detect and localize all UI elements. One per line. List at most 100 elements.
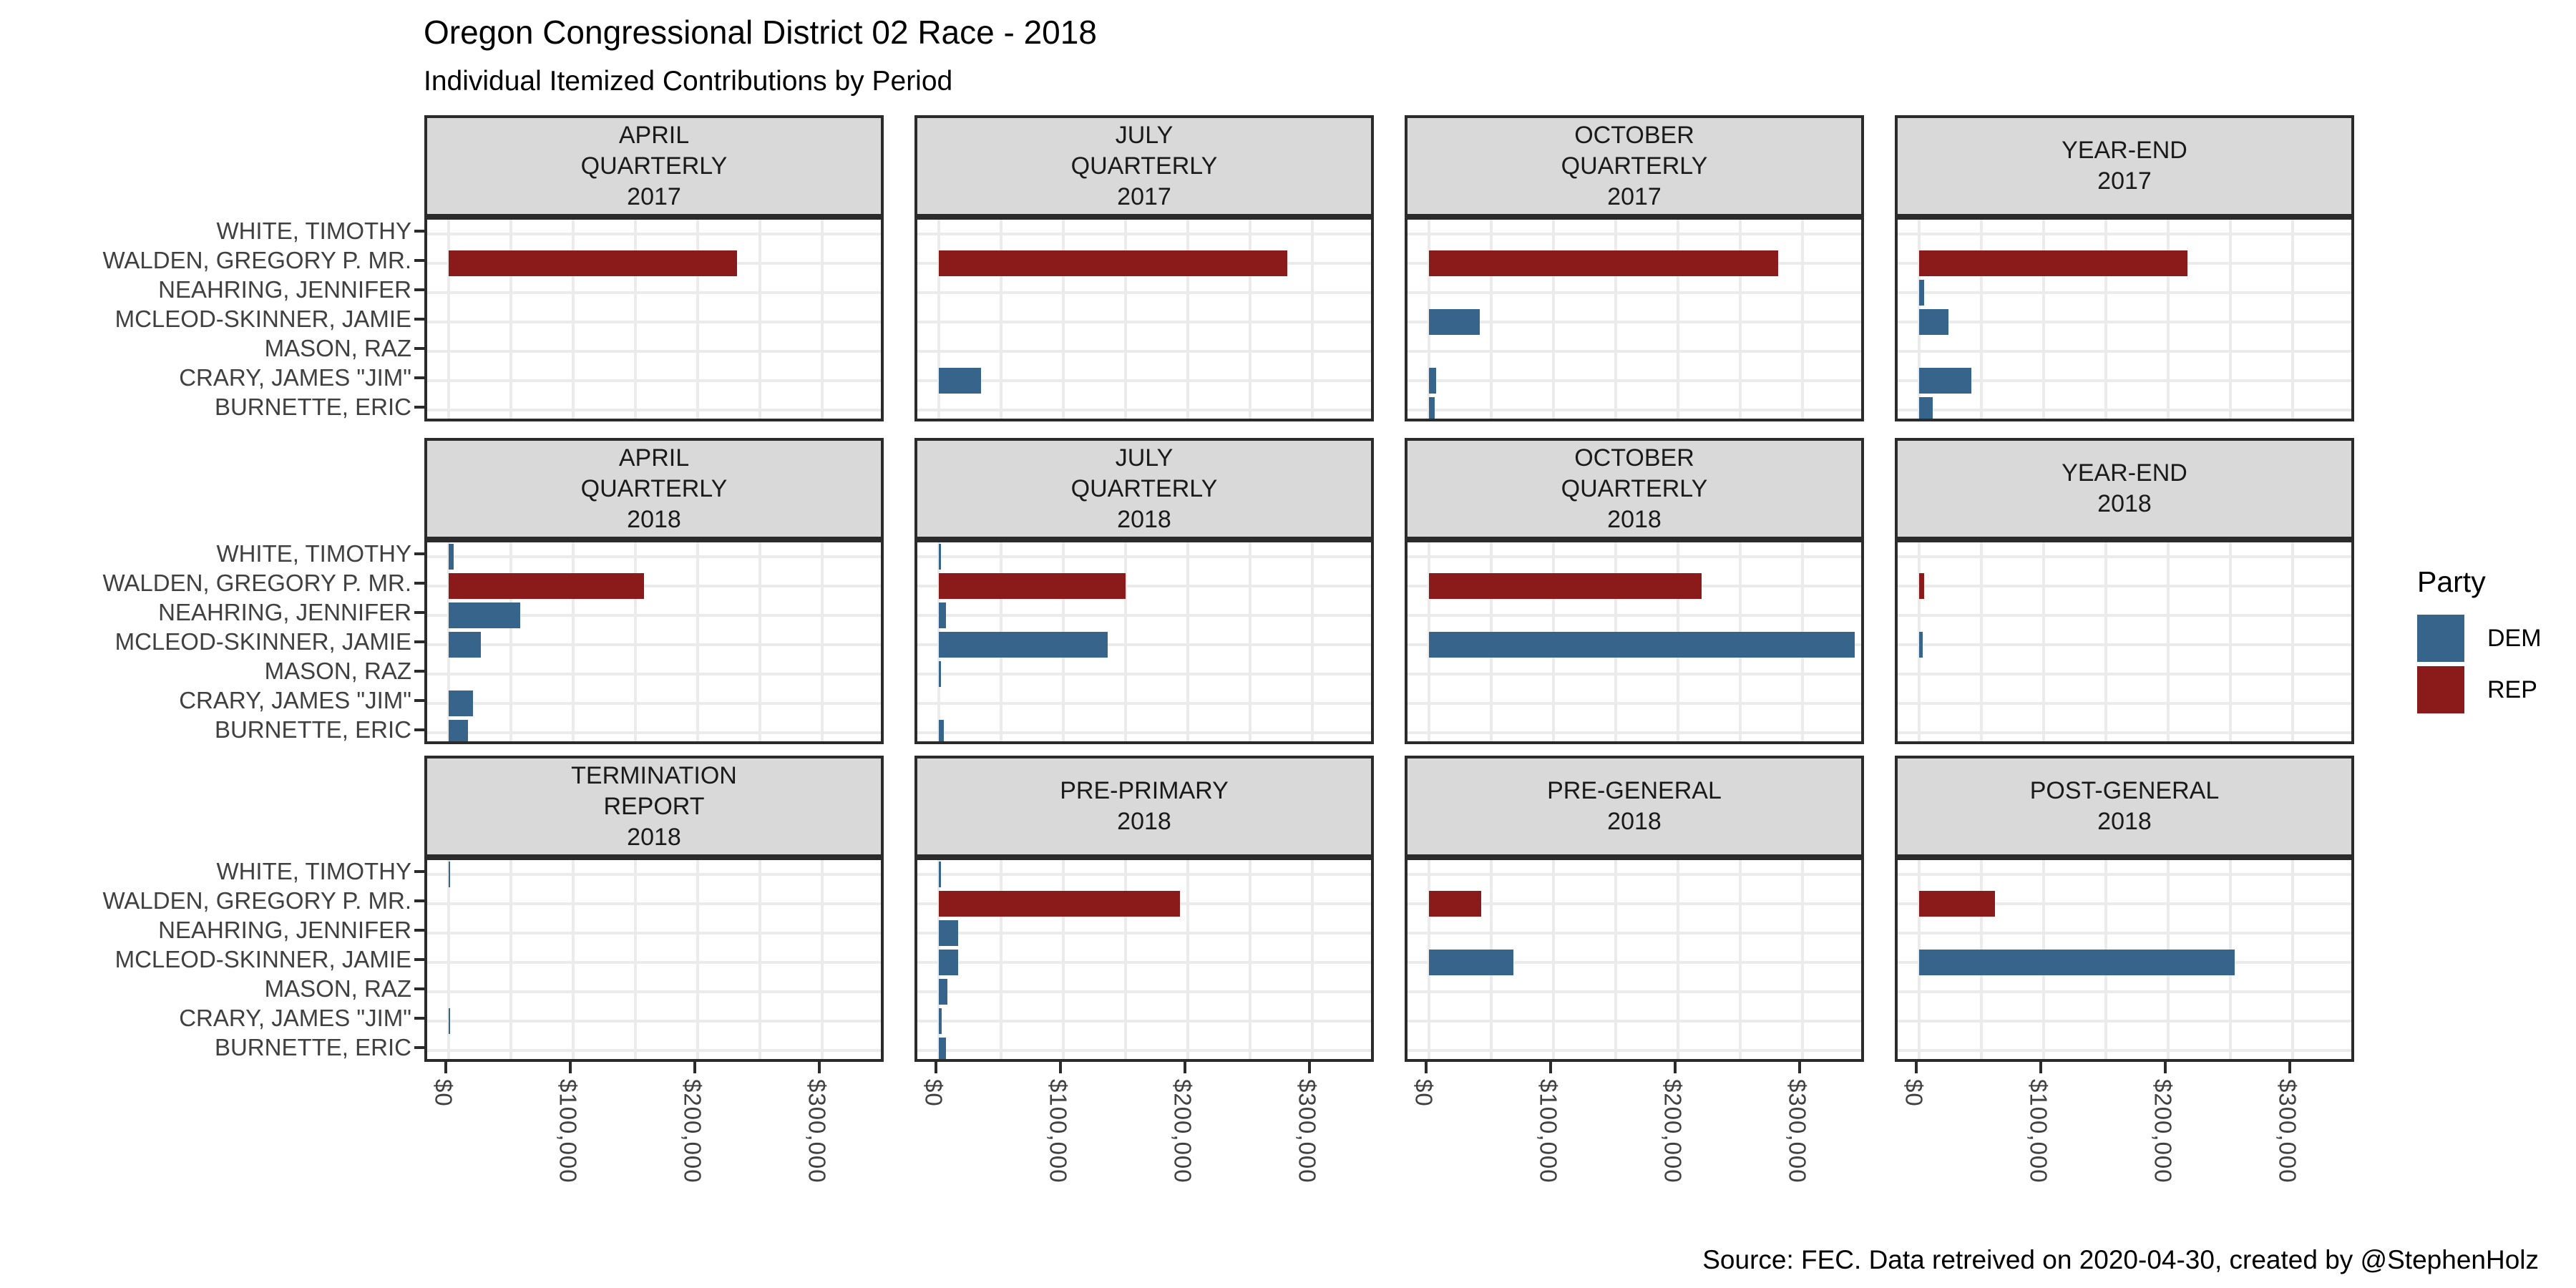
bar-dem <box>938 719 944 741</box>
x-tick-label: $100,000 <box>2025 1079 2052 1184</box>
gridline-x <box>1863 542 1864 741</box>
gridline-y <box>1407 873 1861 877</box>
gridline-y <box>427 643 881 646</box>
gridline-x <box>758 220 761 419</box>
gridline-y <box>1407 932 1861 935</box>
facet-panel <box>1405 857 1864 1062</box>
facet-panel <box>914 540 1374 744</box>
facet-strip: JULY QUARTERLY 2017 <box>914 115 1374 217</box>
bar-dem <box>1918 632 1923 658</box>
gridline-x <box>633 542 637 741</box>
y-axis-label: CRARY, JAMES "JIM" <box>179 1004 411 1031</box>
facet-strip-label: 2018 <box>1607 505 1662 533</box>
gridline-x <box>1676 860 1679 1059</box>
gridline-y <box>1898 932 2351 935</box>
x-tick <box>568 1062 572 1073</box>
y-tick <box>414 987 424 990</box>
facet-strip-label: 2018 <box>1607 808 1662 835</box>
bar-dem <box>448 544 454 570</box>
facet-strip-label: 2018 <box>2097 490 2152 517</box>
gridline-y <box>1898 233 2351 236</box>
gridline-y <box>1898 379 2351 382</box>
y-axis-label: WHITE, TIMOTHY <box>216 540 411 567</box>
x-tick <box>2288 1062 2291 1073</box>
gridline-x <box>1979 542 1983 741</box>
facet-strip-label: OCTOBER <box>1574 444 1694 472</box>
bar-dem <box>938 602 946 629</box>
gridline-y <box>917 1019 1371 1023</box>
gridline-x <box>2166 220 2170 419</box>
y-tick <box>414 611 424 615</box>
y-axis-label: NEAHRING, JENNIFER <box>158 276 411 303</box>
y-axis-label: BURNETTE, ERIC <box>214 716 411 743</box>
facet-strip-label: YEAR-END <box>2062 137 2187 164</box>
gridline-y <box>427 614 881 618</box>
bar-dem <box>448 690 474 716</box>
gridline-y <box>917 291 1371 295</box>
x-tick-label: $300,000 <box>1784 1079 1811 1184</box>
gridline-x <box>447 860 450 1059</box>
bar-rep <box>1428 573 1702 600</box>
bar-dem <box>938 978 947 1005</box>
gridline-x <box>1123 220 1127 419</box>
gridline-y <box>917 585 1371 588</box>
facet-panel <box>914 217 1374 421</box>
bar-dem <box>938 1037 946 1059</box>
facet-strip-label: 2017 <box>627 182 681 210</box>
gridline-y <box>1898 614 2351 618</box>
y-tick <box>414 669 424 673</box>
bar-dem <box>1918 367 1971 394</box>
facet-strip-label: 2018 <box>1117 808 1171 835</box>
facet-strip: TERMINATION REPORT 2018 <box>424 756 884 857</box>
facet-panel <box>1895 540 2354 744</box>
gridline-x <box>571 542 575 741</box>
legend-label-dem: DEM <box>2487 624 2542 652</box>
x-tick-label: $100,000 <box>555 1079 582 1184</box>
bar-dem <box>938 950 959 975</box>
facet-strip: POST-GENERAL 2018 <box>1895 756 2354 857</box>
bar-dem <box>938 660 942 687</box>
x-tick <box>1797 1062 1801 1073</box>
gridline-x <box>2353 220 2354 419</box>
x-tick <box>817 1062 821 1073</box>
x-tick <box>1058 1062 1062 1073</box>
x-tick <box>693 1062 696 1073</box>
gridline-y <box>1898 643 2351 646</box>
bar-dem <box>448 632 481 658</box>
gridline-x <box>1738 220 1742 419</box>
facet-strip-label: APRIL <box>618 444 690 472</box>
gridline-x <box>1863 220 1864 419</box>
facet-strip-label: QUARTERLY <box>1561 474 1708 502</box>
y-axis-label: BURNETTE, ERIC <box>214 1033 411 1060</box>
gridline-x <box>1248 860 1252 1059</box>
facet-strip-label: PRE-GENERAL <box>1547 777 1722 804</box>
gridline-y <box>917 233 1371 236</box>
gridline-x <box>883 220 884 419</box>
gridline-x <box>1061 220 1065 419</box>
gridline-y <box>1898 701 2351 705</box>
gridline-y <box>1898 408 2351 411</box>
gridline-y <box>427 701 881 705</box>
gridline-y <box>917 614 1371 618</box>
facet-strip: YEAR-END 2018 <box>1895 438 2354 540</box>
bar-rep <box>448 250 738 277</box>
bar-dem <box>938 862 942 888</box>
y-tick <box>414 288 424 292</box>
gridline-x <box>758 860 761 1059</box>
facet-strip-label: 2017 <box>1117 182 1171 210</box>
gridline-y <box>427 585 881 588</box>
bar-rep <box>1918 250 2188 277</box>
bar-dem <box>1428 632 1855 658</box>
facet-panel <box>914 857 1374 1062</box>
x-tick <box>1548 1062 1552 1073</box>
x-tick <box>934 1062 937 1073</box>
y-axis-label: CRARY, JAMES "JIM" <box>179 686 411 713</box>
facet-strip-label: JULY <box>1115 444 1174 472</box>
x-tick <box>1914 1062 1918 1073</box>
gridline-y <box>1898 321 2351 323</box>
gridline-x <box>1248 220 1252 419</box>
gridline-x <box>2041 220 2045 419</box>
gridline-x <box>820 860 824 1059</box>
facet-panel <box>1895 217 2354 421</box>
